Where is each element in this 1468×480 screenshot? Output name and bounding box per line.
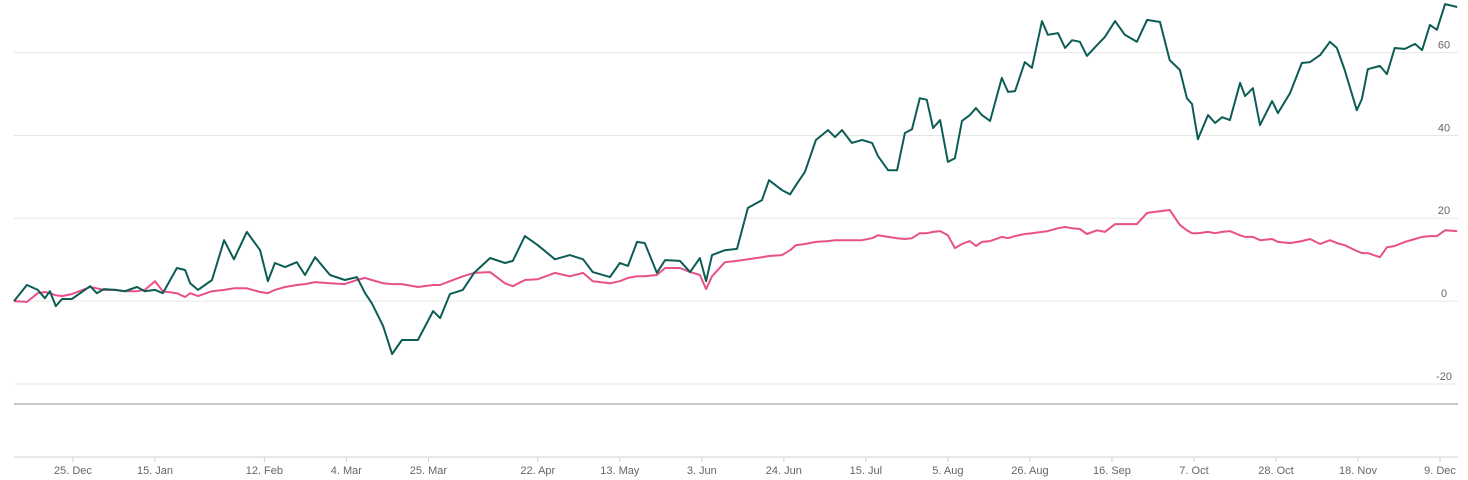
x-tick-label: 18. Nov [1339, 465, 1377, 477]
x-tick-label: 7. Oct [1179, 465, 1208, 477]
x-tick-label: 12. Feb [246, 465, 283, 477]
x-tick-label: 9. Dec [1424, 465, 1456, 477]
x-tick-label: 5. Aug [932, 465, 963, 477]
line-series [13, 3, 1458, 356]
x-tick-label: 16. Sep [1093, 465, 1131, 477]
y-tick-label: 0 [1441, 288, 1447, 300]
y-tick-label: 20 [1438, 205, 1450, 217]
y-tick-label: 60 [1438, 40, 1450, 52]
x-tick-label: 13. May [600, 465, 640, 477]
x-tick-label: 26. Aug [1011, 465, 1048, 477]
x-tick-label: 3. Jun [687, 465, 717, 477]
x-tick-label: 25. Mar [410, 465, 448, 477]
x-tick-label: 28. Oct [1258, 465, 1293, 477]
x-tick-label: 24. Jun [766, 465, 802, 477]
x-tick-label: 4. Mar [331, 465, 363, 477]
line-series [13, 209, 1458, 303]
x-tick-label: 15. Jul [850, 465, 882, 477]
y-tick-label: -20 [1436, 371, 1452, 383]
y-tick-label: 40 [1438, 122, 1450, 134]
x-tick-label: 22. Apr [520, 465, 555, 477]
x-tick-label: 25. Dec [54, 465, 92, 477]
x-tick-label: 15. Jan [137, 465, 173, 477]
